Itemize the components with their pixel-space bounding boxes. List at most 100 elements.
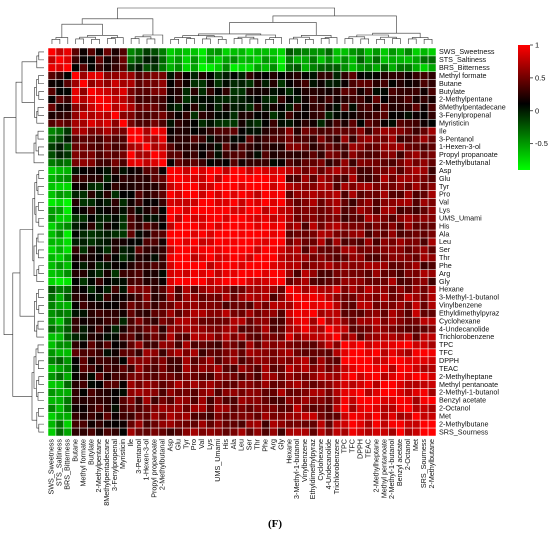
heatmap-cell	[134, 182, 144, 191]
heatmap-cell	[55, 404, 65, 413]
heatmap-cell	[293, 63, 302, 73]
heatmap-cell	[221, 245, 231, 255]
heatmap-cell	[237, 388, 247, 397]
heatmap-cell	[95, 277, 104, 286]
heatmap-cell	[198, 293, 207, 302]
heatmap-cell	[404, 71, 413, 80]
heatmap-cell	[158, 142, 168, 152]
heatmap-cell	[190, 356, 199, 366]
heatmap-cell	[126, 206, 136, 215]
heatmap-cell	[119, 214, 128, 223]
heatmap-cell	[380, 134, 389, 144]
heatmap-cell	[332, 380, 342, 389]
heatmap-cell	[356, 396, 366, 405]
heatmap-cell	[119, 285, 128, 294]
row-label: Butane	[439, 79, 462, 88]
heatmap-cell	[356, 245, 366, 255]
row-label: Ethyldimethylpyraz	[439, 308, 500, 317]
heatmap-cell	[63, 372, 73, 381]
heatmap-cell	[47, 47, 57, 57]
heatmap-cell	[214, 285, 223, 294]
heatmap-cell	[356, 206, 366, 215]
heatmap-cell	[269, 134, 278, 144]
heatmap-cell	[158, 206, 168, 215]
heatmap-cell	[214, 87, 223, 96]
heatmap-cell	[95, 190, 104, 199]
heatmap-cell	[190, 63, 199, 73]
heatmap-cell	[119, 134, 128, 144]
heatmap-cell	[388, 411, 397, 421]
heatmap-cell	[340, 261, 350, 270]
heatmap-cell	[182, 277, 191, 286]
heatmap-cell	[261, 388, 270, 397]
heatmap-cell	[221, 356, 231, 366]
heatmap-cell	[174, 324, 183, 334]
heatmap-cell	[47, 119, 57, 128]
heatmap-cell	[396, 182, 405, 191]
heatmap-cell	[245, 269, 255, 278]
heatmap-cell	[63, 182, 73, 191]
heatmap-cell	[87, 119, 96, 128]
heatmap-cell	[166, 158, 175, 168]
heatmap-cell	[71, 87, 80, 96]
heatmap-cell	[134, 261, 144, 270]
dendrogram-branch	[202, 38, 211, 44]
heatmap-cell	[198, 324, 207, 334]
heatmap-cell	[419, 87, 429, 96]
heatmap-cell	[71, 356, 80, 366]
heatmap-cell	[396, 237, 405, 247]
heatmap-cell	[229, 301, 239, 310]
heatmap-cell	[103, 87, 112, 96]
heatmap-cell	[269, 293, 278, 302]
column-label: Pro	[189, 439, 198, 450]
column-label: SWS_Sweetness	[47, 439, 56, 495]
heatmap-cell	[134, 285, 144, 294]
heatmap-cell	[190, 372, 199, 381]
heatmap-cell	[71, 221, 80, 231]
heatmap-cell	[309, 427, 318, 437]
heatmap-cell	[63, 47, 73, 57]
heatmap-cell	[388, 277, 397, 286]
heatmap-cell	[182, 71, 191, 80]
heatmap-cell	[372, 285, 381, 294]
heatmap-cell	[404, 324, 413, 334]
heatmap-cell	[380, 221, 389, 231]
heatmap-cell	[182, 95, 191, 104]
heatmap-cell	[79, 126, 88, 136]
heatmap-cell	[356, 380, 366, 389]
heatmap-cell	[396, 71, 405, 80]
heatmap-cell	[214, 55, 223, 65]
heatmap-cell	[253, 364, 263, 373]
row-label: Leu	[439, 237, 451, 246]
heatmap-cell	[237, 277, 247, 286]
heatmap-cell	[150, 309, 160, 318]
heatmap-cell	[63, 63, 73, 73]
heatmap-cell	[269, 206, 278, 215]
heatmap-cell	[332, 364, 342, 373]
heatmap-cell	[79, 63, 88, 73]
heatmap-cell	[47, 388, 57, 397]
heatmap-cell	[206, 269, 215, 278]
heatmap-cell	[158, 340, 168, 350]
heatmap-cell	[47, 126, 57, 136]
heatmap-cell	[261, 293, 270, 302]
heatmap-cell	[364, 261, 373, 270]
heatmap-cell	[214, 158, 223, 168]
heatmap-cell	[111, 47, 120, 57]
heatmap-cell	[348, 134, 358, 144]
heatmap-cell	[427, 261, 437, 270]
heatmap-cell	[206, 364, 215, 373]
heatmap-cell	[126, 63, 136, 73]
heatmap-cell	[419, 221, 429, 231]
heatmap-cell	[79, 221, 88, 231]
heatmap-cell	[285, 182, 294, 191]
row-label: 2-Methyl-1-butanol	[439, 388, 499, 397]
heatmap-cell	[356, 316, 366, 326]
column-label: TEAC	[363, 439, 372, 458]
heatmap-cell	[95, 332, 104, 342]
heatmap-cell	[388, 324, 397, 334]
dendrogram-branch	[182, 35, 215, 38]
heatmap-cell	[190, 190, 199, 199]
heatmap-cell	[119, 293, 128, 302]
heatmap-cell	[285, 309, 294, 318]
